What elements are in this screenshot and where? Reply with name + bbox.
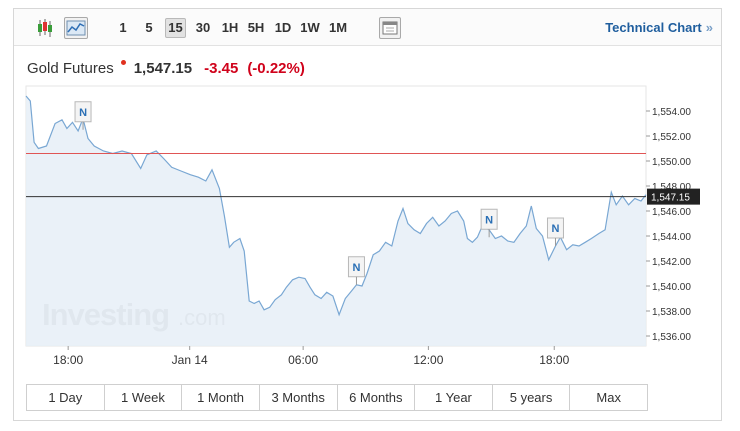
- y-tick-label: 1,554.00: [652, 107, 691, 118]
- last-price-label: 1,547.15: [651, 193, 690, 204]
- x-tick-label: 18:00: [53, 353, 83, 367]
- chart-toolbar: 1 5 15 30 1H 5H 1D 1W 1M Technical Chart…: [14, 9, 721, 46]
- x-tick-label: Jan 14: [172, 353, 208, 367]
- quote-header: Gold Futures 1,547.15 -3.45 (-0.22%): [27, 60, 305, 77]
- interval-15[interactable]: 15: [165, 18, 186, 38]
- range-1-year[interactable]: 1 Year: [415, 385, 493, 410]
- news-marker-label: N: [552, 223, 560, 235]
- instrument-name: Gold Futures: [27, 60, 114, 77]
- y-tick-label: 1,552.00: [652, 132, 691, 143]
- chart-widget: 1 5 15 30 1H 5H 1D 1W 1M Technical Chart…: [13, 8, 722, 421]
- x-tick-label: 18:00: [539, 353, 569, 367]
- news-marker: N: [347, 256, 365, 285]
- y-tick-label: 1,550.00: [652, 157, 691, 168]
- interval-1d[interactable]: 1D: [274, 20, 292, 35]
- technical-chart-label: Technical Chart: [605, 20, 702, 35]
- price-line: [25, 95, 647, 317]
- interval-1h[interactable]: 1H: [221, 20, 239, 35]
- interval-5[interactable]: 5: [145, 20, 153, 35]
- price-change: -3.45: [204, 60, 239, 77]
- last-price-label-bg: [647, 188, 700, 205]
- news-marker: N: [546, 217, 564, 246]
- y-tick-label: 1,546.00: [652, 207, 691, 218]
- y-tick-label: 1,540.00: [652, 282, 691, 293]
- range-5-years[interactable]: 5 years: [493, 385, 571, 410]
- calendar-icon[interactable]: [379, 17, 401, 39]
- status-dot-icon: [120, 60, 126, 65]
- y-tick-label: 1,542.00: [652, 257, 691, 268]
- range-1-day[interactable]: 1 Day: [27, 385, 105, 410]
- y-tick-label: 1,544.00: [652, 232, 691, 243]
- double-chevron-right-icon: »: [705, 20, 713, 35]
- x-tick-label: 06:00: [288, 353, 318, 367]
- interval-30[interactable]: 30: [195, 20, 211, 35]
- x-tick-label: 12:00: [413, 353, 443, 367]
- y-tick-label: 1,548.00: [652, 182, 691, 193]
- y-tick-label: 1,536.00: [652, 332, 691, 343]
- range-1-week[interactable]: 1 Week: [105, 385, 183, 410]
- news-marker: N: [74, 101, 92, 130]
- range-3-months[interactable]: 3 Months: [260, 385, 338, 410]
- range-max[interactable]: Max: [596, 390, 621, 405]
- interval-1m[interactable]: 1M: [328, 20, 348, 35]
- interval-5h[interactable]: 5H: [247, 20, 265, 35]
- y-tick-label: 1,538.00: [652, 307, 691, 318]
- line-chart-icon[interactable]: [64, 17, 88, 39]
- news-marker-label: N: [79, 107, 87, 119]
- last-price: 1,547.15: [133, 60, 193, 77]
- interval-1w[interactable]: 1W: [300, 20, 320, 35]
- price-chart: 1,536.00 1,538.00 1,540.00 1,542.00 1,544.00…: [25, 85, 700, 367]
- price-area: [26, 96, 646, 346]
- candlestick-icon[interactable]: [34, 17, 56, 39]
- range-6-months[interactable]: 6 Months: [338, 385, 416, 410]
- price-change-percent: (-0.22%): [247, 60, 305, 77]
- news-marker-label: N: [485, 214, 493, 226]
- range-1-month[interactable]: 1 Month: [182, 385, 260, 410]
- range-selector: 1 Day 1 Week 1 Month 3 Months 6 Months 1…: [26, 384, 648, 411]
- interval-1[interactable]: 1: [119, 20, 127, 35]
- technical-chart-link[interactable]: Technical Chart»: [605, 20, 713, 35]
- news-marker: N: [480, 208, 498, 238]
- news-marker-label: N: [352, 262, 360, 274]
